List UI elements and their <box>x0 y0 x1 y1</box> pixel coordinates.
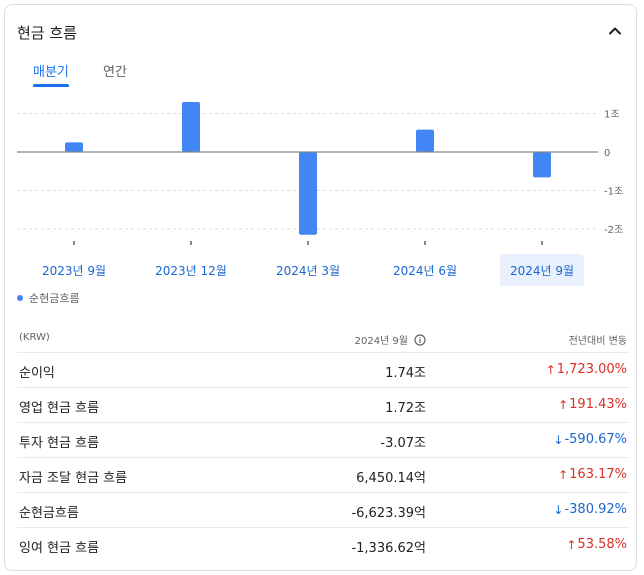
arrow-up-icon: ↑ <box>558 467 569 482</box>
x-tick-label: 2024년 3월 <box>276 264 340 278</box>
row-label: 잉여 현금 흐름 <box>19 541 100 556</box>
row-label: 영업 현금 흐름 <box>19 401 100 416</box>
arrow-up-icon: ↑ <box>558 397 569 412</box>
row-change: ↓ -590.67% <box>553 432 627 447</box>
arrow-up-icon: ↑ <box>566 537 577 552</box>
row-change: ↓ -380.92% <box>553 502 627 517</box>
row-value: -1,336.62억 <box>351 541 426 556</box>
cash-flow-card: 현금 흐름 매분기 연간 1조 0 -1조 -2조 2023년 9월 2023년 12월 2… <box>4 4 637 571</box>
x-tick-label: 2023년 12월 <box>155 264 227 278</box>
card-title: 현금 흐름 <box>17 24 77 42</box>
row-value: -6,623.39억 <box>351 506 426 521</box>
arrow-down-icon: ↓ <box>553 502 564 517</box>
chevron-up-icon[interactable] <box>603 19 627 43</box>
row-change-value: 1,723.00% <box>556 362 627 377</box>
row-change: ↑ 191.43% <box>558 397 627 412</box>
arrow-down-icon: ↓ <box>553 432 564 447</box>
chart-legend: 순현금흐름 <box>17 290 80 306</box>
y-tick-label: -1조 <box>604 187 623 198</box>
row-label: 순이익 <box>19 366 55 381</box>
table-row: 자금 조달 현금 흐름 6,450.14억 ↑ 163.17% <box>17 458 629 493</box>
table-row: 잉여 현금 흐름 -1,336.62억 ↑ 53.58% <box>17 528 629 563</box>
row-change: ↑ 1,723.00% <box>546 362 627 377</box>
row-change-value: 191.43% <box>569 397 627 412</box>
row-change-value: 53.58% <box>577 537 627 552</box>
table-row: 순현금흐름 -6,623.39억 ↓ -380.92% <box>17 493 629 528</box>
table-body: 순이익 1.74조 ↑ 1,723.00% 영업 현금 흐름 1.72조 ↑ 191.43% 투… <box>17 353 629 563</box>
row-change-value: 163.17% <box>569 467 627 482</box>
y-tick-label: 1조 <box>604 110 620 121</box>
row-value: 1.72조 <box>385 401 426 416</box>
arrow-up-icon: ↑ <box>545 362 556 377</box>
tab-active-indicator <box>33 84 69 87</box>
row-label: 투자 현금 흐름 <box>19 436 100 451</box>
header-change: 전년대비 변동 <box>568 336 627 347</box>
legend-label: 순현금흐름 <box>29 292 80 305</box>
row-change: ↑ 53.58% <box>566 537 627 552</box>
info-icon[interactable] <box>414 333 426 346</box>
row-change: ↑ 163.17% <box>558 467 627 482</box>
bar <box>182 101 200 152</box>
row-change-value: -590.67% <box>564 432 627 447</box>
row-value: 6,450.14억 <box>356 471 426 486</box>
bar <box>533 152 551 178</box>
header-period: 2024년 9월 <box>355 332 426 347</box>
table-row: 영업 현금 흐름 1.72조 ↑ 191.43% <box>17 388 629 423</box>
row-value: -3.07조 <box>380 436 426 451</box>
cash-flow-table: (KRW) 2024년 9월 전년대비 변동 순이익 1.74조 ↑ 1,723.00… <box>17 320 629 563</box>
tab-quarterly-label: 매분기 <box>33 65 69 80</box>
bar <box>65 142 83 152</box>
y-tick-label: 0 <box>604 148 610 159</box>
x-tick-label: 2024년 9월 <box>510 264 574 278</box>
table-row: 순이익 1.74조 ↑ 1,723.00% <box>17 353 629 388</box>
y-tick-label: -2조 <box>604 225 623 236</box>
row-label: 순현금흐름 <box>19 506 79 521</box>
tab-quarterly[interactable]: 매분기 <box>33 61 69 87</box>
bar <box>299 152 317 235</box>
bar <box>416 129 434 152</box>
tab-annual[interactable]: 연간 <box>103 61 127 80</box>
row-change-value: -380.92% <box>564 502 627 517</box>
table-header: (KRW) 2024년 9월 전년대비 변동 <box>17 320 629 353</box>
table-row: 투자 현금 흐름 -3.07조 ↓ -590.67% <box>17 423 629 458</box>
legend-swatch <box>17 295 23 301</box>
row-label: 자금 조달 현금 흐름 <box>19 471 128 486</box>
header-period-label: 2024년 9월 <box>354 336 408 347</box>
tab-annual-label: 연간 <box>103 65 127 80</box>
selected-category-highlight <box>500 254 584 286</box>
header-unit: (KRW) <box>19 332 50 343</box>
row-value: 1.74조 <box>385 366 426 381</box>
x-tick-label: 2024년 6월 <box>393 264 457 278</box>
cash-flow-bar-chart: 1조 0 -1조 -2조 2023년 9월 2023년 12월 2024년 3월 2024년 … <box>17 101 623 286</box>
x-tick-label: 2023년 9월 <box>42 264 106 278</box>
